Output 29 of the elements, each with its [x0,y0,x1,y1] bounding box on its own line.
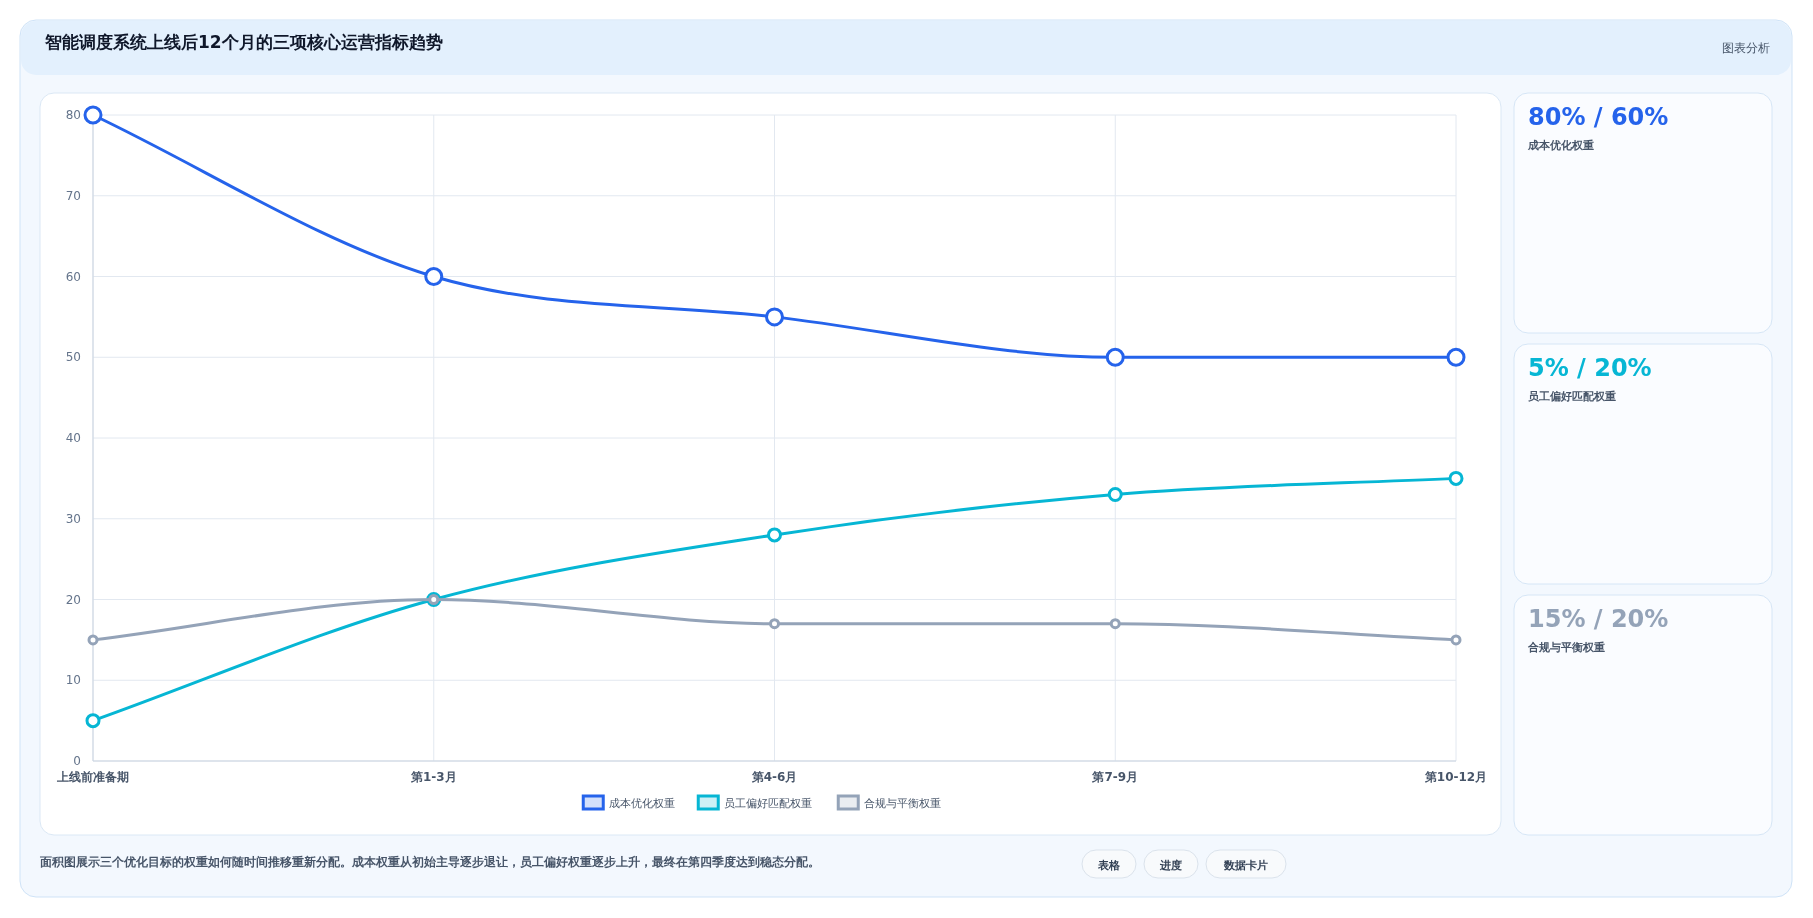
text: 进度 [1159,859,1182,872]
legend-label: 员工偏好匹配权重 [724,797,813,810]
x-tick-label: 第4-6月 [750,770,798,784]
y-tick-label: 10 [65,673,81,688]
y-tick-label: 80 [65,108,81,122]
x-tick-label: 上线前准备期 [56,770,129,784]
text: 图表分析 [1722,41,1770,55]
category-label: 成本优化权重 [1527,139,1594,152]
category-label: 员工偏好匹配权重 [1528,390,1616,403]
text: 面积图展示三个优化目标的权重如何随时间推移重新分配。成本权重从初始主导逐步退让，员工偏好权重逐步上升，最终在第四季度达到稳态分配。 [39,855,820,869]
x-tick-label: 第1-3月 [409,770,457,784]
chart-title: 智能调度系统上线后12个月的三项核心运营指标趋势 [44,32,443,52]
x-tick-label: 第7-9月 [1091,770,1139,784]
y-tick-label: 60 [65,269,81,284]
category-label: 合规与平衡权重 [1527,641,1605,654]
text: 15% / 20% [1528,605,1669,633]
text: 5% / 20% [1528,354,1652,382]
y-tick-label: 20 [65,592,81,607]
text: 表格 [1097,859,1121,872]
y-tick-label: 40 [65,431,81,445]
text: 80% / 60% [1528,103,1669,131]
legend-label: 合规与平衡权重 [864,797,942,810]
x-tick-label: 第10-12月 [1423,770,1488,784]
y-tick-label: 70 [65,188,81,203]
y-tick-label: 30 [65,511,81,526]
y-tick-label: 50 [65,350,81,365]
legend-label: 成本优化权重 [609,797,676,810]
text: 数据卡片 [1223,859,1268,872]
y-tick-label: 0 [73,754,81,768]
